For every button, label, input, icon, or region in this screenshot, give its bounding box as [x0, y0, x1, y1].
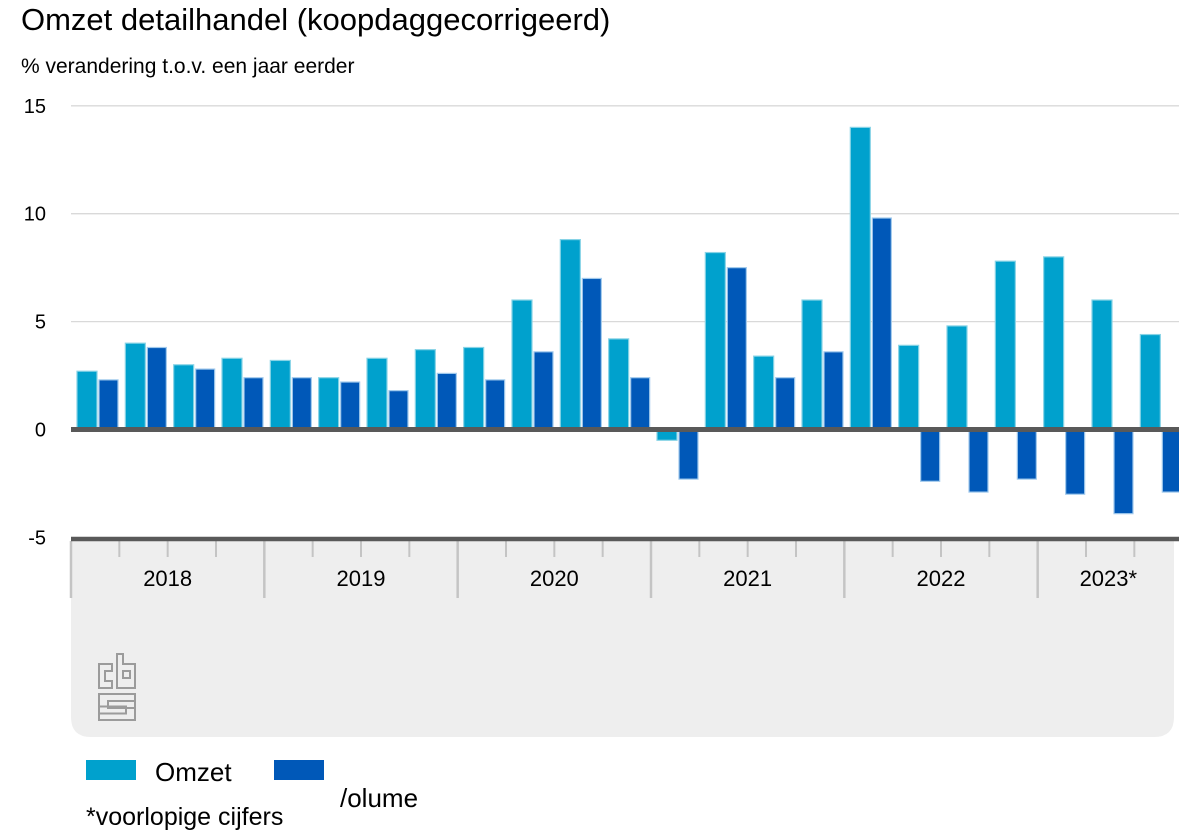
x-axis-year-label: 2018 [143, 566, 192, 591]
bar-volume [1161, 428, 1179, 493]
y-axis-tick-label: 10 [24, 204, 46, 226]
x-axis-year-label: 2021 [723, 566, 772, 591]
bar-omzet [76, 370, 98, 431]
bar-omzet [366, 357, 388, 431]
bar-omzet [801, 299, 823, 431]
bar-volume [243, 377, 264, 431]
x-axis-year-label: 2023* [1080, 566, 1138, 591]
legend-label-omzet: Omzet [155, 757, 232, 787]
bar-volume [823, 351, 844, 431]
chart-title: Omzet detailhandel (koopdaggecorrigeerd) [21, 2, 611, 37]
legend-label-volume: /olume [340, 783, 419, 813]
bar-omzet [559, 238, 581, 431]
bar-volume [726, 267, 747, 431]
y-axis-tick-label: -5 [28, 527, 46, 549]
bar-omzet [608, 338, 630, 431]
bar-volume [146, 346, 167, 431]
bar-volume [533, 351, 554, 431]
bar-omzet [269, 359, 291, 431]
bar-omzet [1043, 256, 1065, 431]
bar-omzet [173, 364, 195, 431]
bar-volume [775, 377, 796, 431]
chart-subtitle: % verandering t.o.v. een jaar eerder [21, 55, 355, 78]
bar-omzet [704, 251, 726, 431]
cbs-logo-icon [98, 653, 136, 721]
y-axis-tick-label: 15 [24, 96, 46, 118]
bar-volume [1113, 428, 1134, 515]
bar-volume [630, 377, 651, 431]
legend-swatch-omzet [86, 760, 136, 780]
bar-volume [485, 379, 506, 431]
y-axis-tick-label: 0 [35, 420, 46, 442]
bar-volume [436, 372, 457, 431]
bar-volume [1016, 428, 1037, 480]
bar-volume [581, 277, 602, 431]
legend-swatch-volume [274, 760, 324, 780]
bar-volume [291, 377, 312, 431]
axis-band [71, 541, 1174, 737]
bar-omzet [898, 344, 920, 431]
bar-omzet [946, 325, 968, 431]
x-axis-year-label: 2020 [530, 566, 579, 591]
bar-omzet [511, 299, 533, 431]
bar-volume [678, 428, 699, 480]
bar-omzet [318, 377, 340, 431]
bar-omzet [849, 126, 871, 431]
bar-omzet [994, 260, 1016, 431]
y-axis-tick-label: 5 [35, 312, 46, 334]
bar-volume [195, 368, 216, 431]
bar-volume [98, 379, 119, 431]
bar-omzet [463, 346, 485, 431]
bar-volume [871, 217, 892, 431]
bar-volume [388, 390, 409, 431]
bar-omzet [1139, 333, 1161, 431]
bar-omzet [414, 349, 436, 431]
bar-omzet [221, 357, 243, 431]
bar-omzet [124, 342, 146, 431]
bar-omzet [753, 355, 775, 431]
bar-volume [968, 428, 989, 493]
bar-volume [1065, 428, 1086, 495]
footnote: *voorlopige cijfers [86, 803, 284, 831]
bar-volume [340, 381, 361, 431]
bar-omzet [1091, 299, 1113, 431]
x-axis-year-label: 2022 [917, 566, 966, 591]
bar-volume [920, 428, 941, 482]
x-axis-year-label: 2019 [337, 566, 386, 591]
